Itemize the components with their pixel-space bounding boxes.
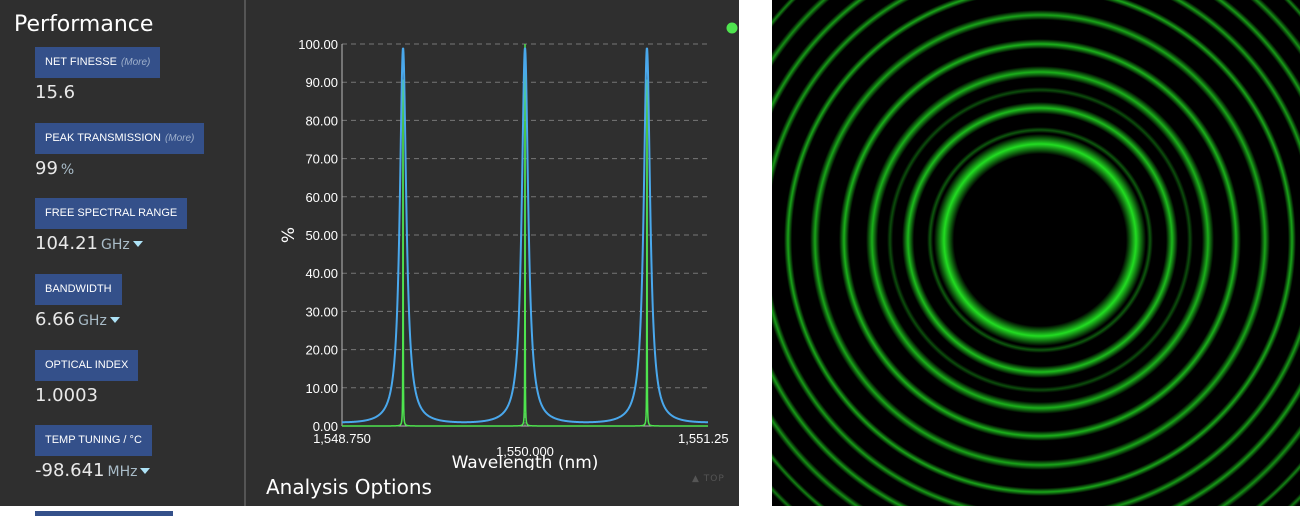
back-to-top-link[interactable]: ▲ TOP (692, 474, 725, 484)
metric-label-button[interactable]: FREE SPECTRAL RANGE (35, 198, 188, 229)
metric-partial (35, 501, 173, 520)
x-axis-label: Wavelength (nm) (452, 453, 599, 470)
metric-label: NET FINESSE (45, 56, 117, 68)
metric-unit: % (60, 162, 75, 178)
fringe-pattern-image (772, 0, 1300, 506)
metric-value: 104.21 (35, 233, 98, 254)
metric-unit: GHz (100, 237, 130, 253)
metric-label-button[interactable]: OPTICAL INDEX (35, 350, 139, 381)
metric-label: PEAK TRANSMISSION (45, 132, 161, 144)
x-tick-label: 1,550.000 (496, 444, 554, 459)
metric-5: TEMP TUNING / °C -98.641 MHz (35, 425, 152, 482)
performance-title: Performance (14, 12, 154, 37)
y-axis-label: % (279, 227, 299, 243)
more-link[interactable]: (More) (164, 133, 195, 144)
series-line-mirror-finesse (342, 43, 708, 427)
metric-value: 6.66 (35, 309, 76, 330)
metric-unit: MHz (107, 464, 138, 480)
y-tick-label: 20.00 (305, 343, 338, 358)
unit-dropdown-caret-icon[interactable] (109, 317, 120, 323)
metric-3: BANDWIDTH 6.66 GHz (35, 274, 122, 331)
performance-sidebar: Performance NET FINESSE (More) 15.6 PEAK TR… (0, 0, 246, 516)
fringe-ring (772, 0, 1300, 506)
series-line-total-finesse (342, 47, 708, 424)
y-tick-label: 100.00 (298, 37, 338, 52)
metric-label: FREE SPECTRAL RANGE (45, 207, 178, 219)
app-panel: Performance NET FINESSE (More) 15.6 PEAK TR… (0, 0, 739, 516)
metric-value: 15.6 (35, 82, 76, 103)
y-tick-label: 50.00 (305, 228, 338, 243)
metric-label-button[interactable]: PEAK TRANSMISSION (More) (35, 123, 205, 154)
y-tick-label: 80.00 (305, 113, 338, 128)
metric-value: 99 (35, 158, 58, 179)
metric-2: FREE SPECTRAL RANGE 104.21 GHz (35, 198, 188, 255)
y-tick-label: 10.00 (305, 381, 338, 396)
y-tick-label: 60.00 (305, 190, 338, 205)
metric-label: OPTICAL INDEX (45, 359, 129, 371)
metric-label: TEMP TUNING / °C (45, 434, 142, 446)
metric-label-button[interactable]: NET FINESSE (More) (35, 47, 161, 78)
more-link[interactable]: (More) (120, 57, 151, 68)
legend-marker-icon (726, 22, 738, 34)
unit-dropdown-caret-icon[interactable] (132, 241, 143, 247)
metric-label-button[interactable]: TEMP TUNING / °C (35, 425, 152, 456)
metric-value: -98.641 (35, 460, 105, 481)
metric-unit: GHz (78, 313, 107, 329)
metric-label: BANDWIDTH (45, 283, 112, 295)
x-tick-label: 1,551.25 (678, 431, 729, 446)
metric-4: OPTICAL INDEX 1.0003 (35, 350, 139, 407)
y-tick-label: 70.00 (305, 152, 338, 167)
metric-1: PEAK TRANSMISSION (More) 99% (35, 123, 205, 180)
analysis-options-title: Analysis Options (266, 475, 432, 499)
y-tick-label: 0.00 (313, 419, 338, 434)
metric-value: 1.0003 (35, 385, 98, 406)
x-tick-label: 1,548.750 (313, 431, 371, 446)
y-tick-label: 30.00 (305, 304, 338, 319)
y-tick-label: 90.00 (305, 75, 338, 90)
metric-label-button[interactable] (35, 511, 173, 516)
metric-0: NET FINESSE (More) 15.6 (35, 47, 161, 104)
metric-label-button[interactable]: BANDWIDTH (35, 274, 122, 305)
transmission-chart: 0.00 10.00 20.00 30.00 40.00 50.00 60.00 70.00 8… (279, 22, 738, 470)
unit-dropdown-caret-icon[interactable] (140, 468, 151, 474)
y-tick-label: 40.00 (305, 266, 338, 281)
